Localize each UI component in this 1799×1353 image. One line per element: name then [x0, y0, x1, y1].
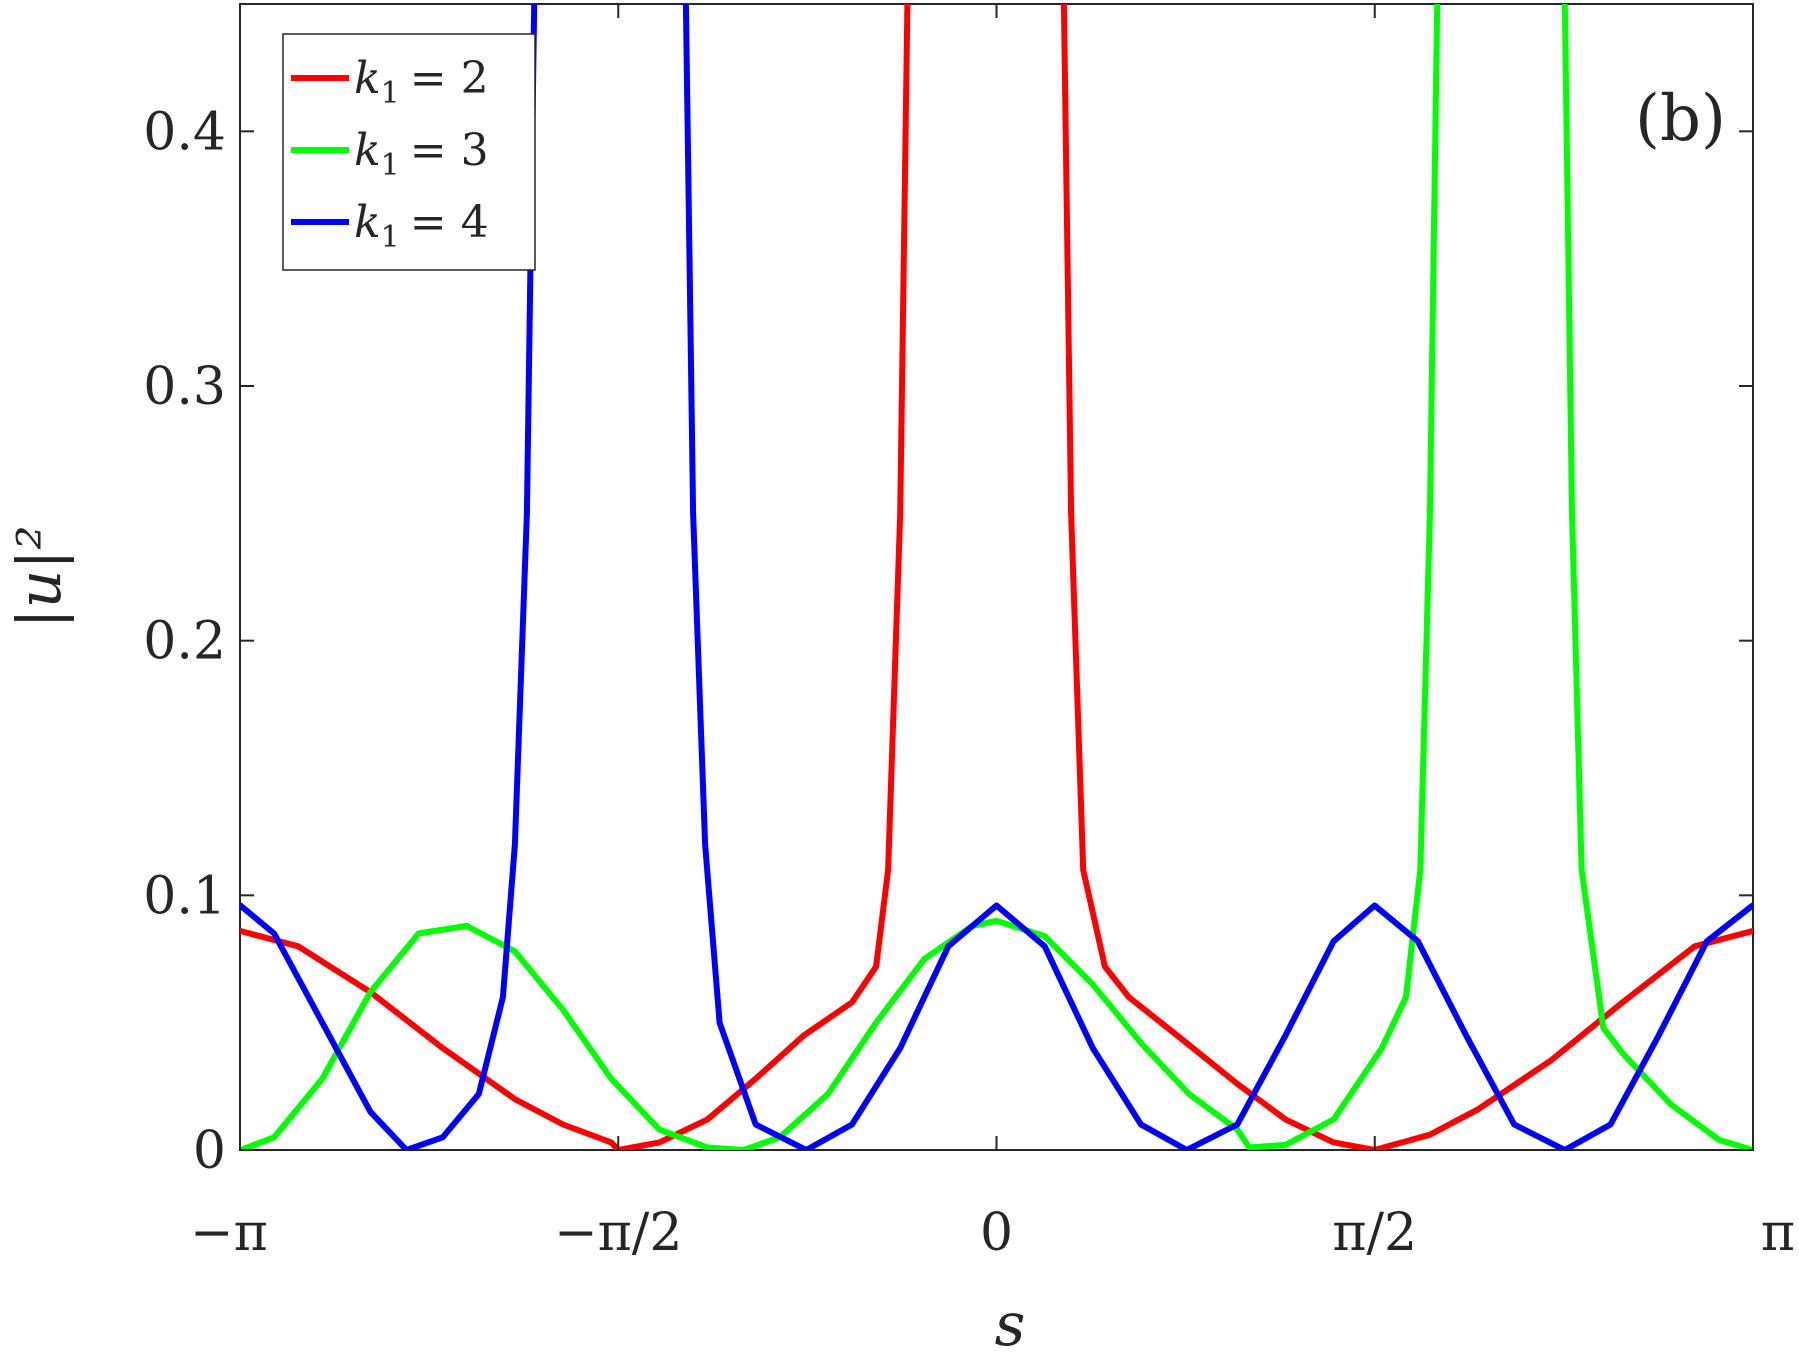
panel-label: (b)	[1635, 82, 1726, 156]
legend-entry: k1 = 3	[354, 125, 489, 183]
legend-entry: k1 = 4	[354, 197, 489, 255]
series-line-2	[240, 4, 1753, 1150]
y-tick-label: 0.4	[143, 102, 226, 162]
y-tick-label: 0.2	[143, 612, 226, 672]
y-tick-label: 0.1	[143, 866, 226, 926]
legend: k1 = 2 k1 = 3 k1 = 4	[282, 33, 536, 271]
x-tick-label: π/2	[1332, 1203, 1417, 1263]
x-axis-label: s	[995, 1290, 1026, 1353]
series-line-3	[240, 4, 1753, 1150]
series-layer	[240, 4, 1753, 1150]
x-tick-label: −π/2	[554, 1203, 682, 1263]
legend-entry: k1 = 2	[354, 53, 489, 111]
y-axis-label: |u|²	[5, 525, 75, 628]
tick-layer: 0 0.1 0.2 0.3 0.4 −π −π/2 0 π/2 π	[143, 4, 1795, 1263]
y-tick-label: 0.3	[143, 357, 226, 417]
x-tick-label: 0	[980, 1203, 1013, 1263]
x-tick-label: π	[1761, 1203, 1795, 1263]
y-tick-label: 0	[193, 1121, 226, 1181]
x-tick-label: −π	[190, 1203, 268, 1263]
